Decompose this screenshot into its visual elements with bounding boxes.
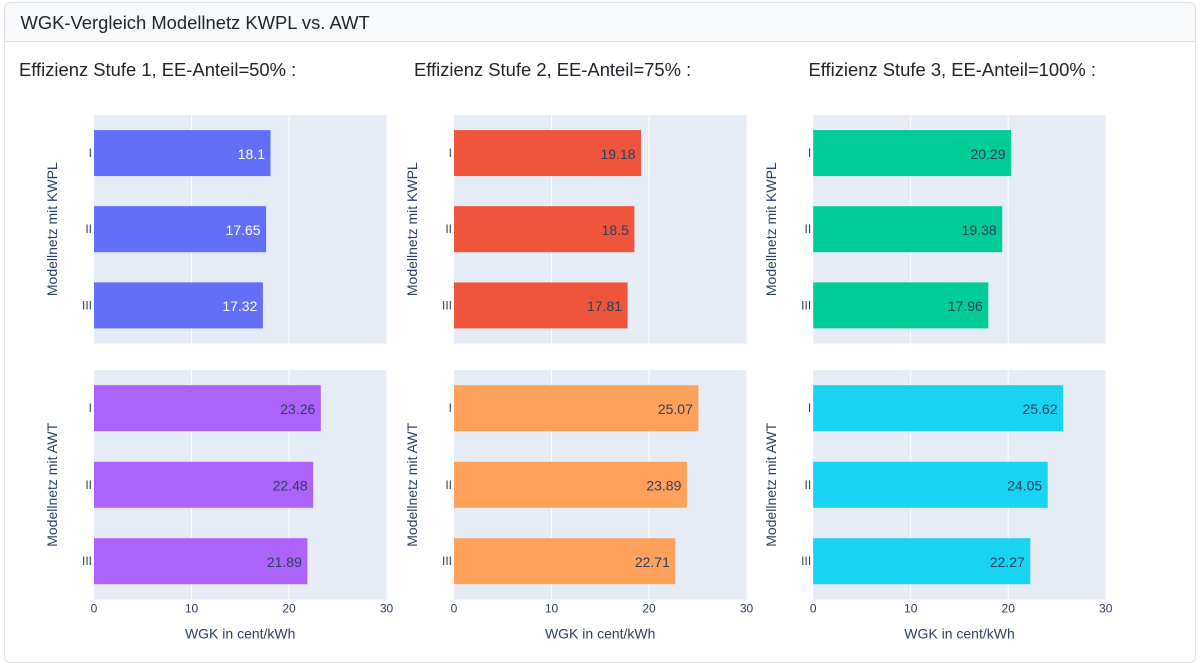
svg-text:24.05: 24.05 [1007,478,1042,494]
svg-text:19.18: 19.18 [600,146,635,162]
svg-text:0: 0 [810,602,817,616]
svg-text:18.5: 18.5 [602,222,629,238]
svg-text:I: I [808,146,811,160]
svg-text:Modellnetz mit KWPL: Modellnetz mit KWPL [763,162,779,296]
svg-text:22.48: 22.48 [273,478,308,494]
svg-text:10: 10 [904,602,918,616]
svg-text:0: 0 [451,602,458,616]
svg-text:21.89: 21.89 [267,554,302,570]
svg-text:23.26: 23.26 [280,401,315,417]
svg-text:20.29: 20.29 [970,146,1005,162]
svg-text:10: 10 [185,602,199,616]
svg-text:20: 20 [642,602,656,616]
svg-text:I: I [449,146,452,160]
svg-text:20: 20 [282,602,296,616]
svg-text:III: III [801,298,811,312]
svg-text:II: II [445,222,452,236]
svg-text:II: II [805,222,812,236]
svg-text:III: III [442,298,452,312]
svg-text:30: 30 [740,602,754,616]
svg-text:II: II [85,222,92,236]
svg-text:30: 30 [1099,602,1113,616]
svg-text:II: II [445,478,452,492]
svg-text:I: I [89,146,92,160]
svg-text:18.1: 18.1 [238,146,265,162]
svg-text:I: I [808,401,811,415]
svg-text:17.65: 17.65 [226,222,261,238]
svg-text:Modellnetz mit AWT: Modellnetz mit AWT [763,422,779,546]
svg-text:III: III [442,554,452,568]
svg-text:Modellnetz mit AWT: Modellnetz mit AWT [404,422,420,546]
svg-text:III: III [82,298,92,312]
svg-text:17.32: 17.32 [222,298,257,314]
svg-text:25.07: 25.07 [658,401,693,417]
svg-text:30: 30 [380,602,394,616]
svg-text:22.71: 22.71 [635,554,670,570]
svg-text:0: 0 [91,602,98,616]
svg-text:WGK in cent/kWh: WGK in cent/kWh [545,626,655,642]
svg-text:II: II [805,478,812,492]
svg-text:19.38: 19.38 [962,222,997,238]
svg-text:22.27: 22.27 [990,554,1025,570]
svg-text:I: I [89,401,92,415]
svg-text:Modellnetz mit KWPL: Modellnetz mit KWPL [44,162,60,296]
svg-text:20: 20 [1002,602,1016,616]
svg-text:Modellnetz mit AWT: Modellnetz mit AWT [44,422,60,546]
svg-text:WGK in cent/kWh: WGK in cent/kWh [904,626,1014,642]
svg-text:Modellnetz mit KWPL: Modellnetz mit KWPL [404,162,420,296]
svg-text:III: III [801,554,811,568]
svg-text:I: I [449,401,452,415]
svg-text:III: III [82,554,92,568]
svg-text:25.62: 25.62 [1022,401,1057,417]
svg-text:II: II [85,478,92,492]
svg-text:17.81: 17.81 [587,298,622,314]
svg-text:23.89: 23.89 [646,478,681,494]
svg-text:17.96: 17.96 [948,298,983,314]
svg-text:10: 10 [545,602,559,616]
svg-text:WGK in cent/kWh: WGK in cent/kWh [185,626,295,642]
